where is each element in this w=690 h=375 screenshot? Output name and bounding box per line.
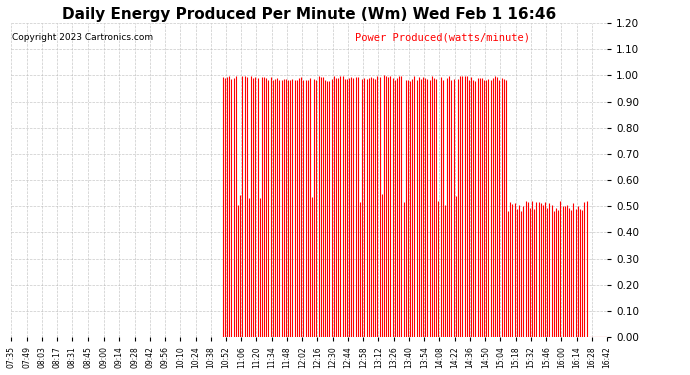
Text: Power Produced(watts/minute): Power Produced(watts/minute) (355, 33, 530, 42)
Title: Daily Energy Produced Per Minute (Wm) Wed Feb 1 16:46: Daily Energy Produced Per Minute (Wm) We… (62, 7, 556, 22)
Text: Copyright 2023 Cartronics.com: Copyright 2023 Cartronics.com (12, 33, 153, 42)
